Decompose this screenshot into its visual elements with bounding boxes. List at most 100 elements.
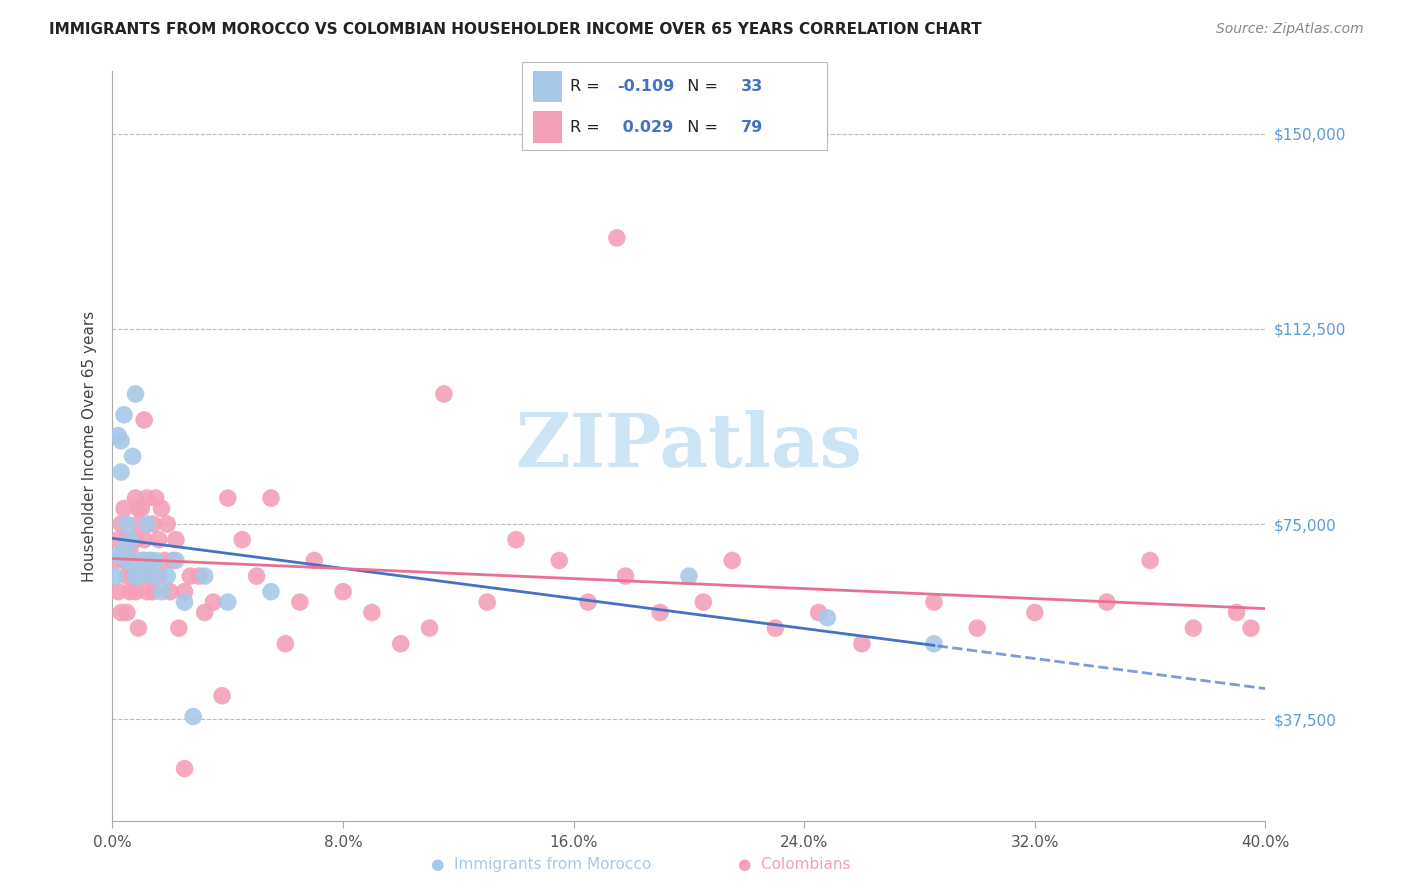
- Point: [127, 517, 149, 532]
- Point: [614, 569, 637, 583]
- Point: [1226, 606, 1249, 620]
- Point: [115, 606, 138, 620]
- Text: ●  Immigrants from Morocco: ● Immigrants from Morocco: [432, 857, 651, 872]
- Point: [150, 501, 173, 516]
- Point: [121, 569, 143, 583]
- Point: [217, 595, 239, 609]
- Point: [389, 637, 412, 651]
- Y-axis label: Householder Income Over 65 years: Householder Income Over 65 years: [82, 310, 97, 582]
- Point: [107, 533, 129, 547]
- Text: ●  Colombians: ● Colombians: [738, 857, 851, 872]
- Point: [433, 387, 456, 401]
- Point: [162, 553, 184, 567]
- FancyBboxPatch shape: [522, 62, 827, 150]
- Point: [194, 569, 217, 583]
- Point: [505, 533, 527, 547]
- Point: [332, 584, 354, 599]
- Point: [127, 569, 149, 583]
- Point: [107, 428, 129, 442]
- Point: [124, 491, 146, 505]
- Point: [118, 543, 141, 558]
- Point: [118, 584, 141, 599]
- Point: [134, 413, 156, 427]
- Point: [194, 606, 217, 620]
- Point: [246, 569, 269, 583]
- Point: [576, 595, 599, 609]
- Point: [173, 762, 195, 776]
- Text: R =: R =: [571, 120, 605, 135]
- Point: [134, 553, 156, 567]
- Point: [650, 606, 672, 620]
- Point: [922, 595, 945, 609]
- Text: IMMIGRANTS FROM MOROCCO VS COLOMBIAN HOUSEHOLDER INCOME OVER 65 YEARS CORRELATIO: IMMIGRANTS FROM MOROCCO VS COLOMBIAN HOU…: [49, 22, 981, 37]
- Point: [1182, 621, 1205, 635]
- Point: [136, 517, 159, 532]
- Point: [1240, 621, 1263, 635]
- Point: [475, 595, 499, 609]
- Point: [145, 491, 167, 505]
- Text: Source: ZipAtlas.com: Source: ZipAtlas.com: [1216, 22, 1364, 37]
- Point: [142, 569, 165, 583]
- Point: [606, 231, 628, 245]
- Point: [104, 553, 127, 567]
- Point: [692, 595, 714, 609]
- Point: [127, 501, 149, 516]
- Point: [721, 553, 744, 567]
- Point: [231, 533, 253, 547]
- Point: [121, 533, 143, 547]
- Point: [851, 637, 873, 651]
- FancyBboxPatch shape: [533, 112, 562, 143]
- Point: [110, 465, 132, 479]
- Point: [1095, 595, 1118, 609]
- Point: [115, 553, 138, 567]
- Point: [260, 491, 283, 505]
- Point: [1139, 553, 1161, 567]
- Point: [124, 387, 146, 401]
- Point: [134, 533, 156, 547]
- Point: [1024, 606, 1046, 620]
- Point: [112, 408, 135, 422]
- Point: [112, 543, 135, 558]
- Point: [181, 709, 204, 723]
- Point: [118, 533, 141, 547]
- Text: N =: N =: [678, 78, 724, 94]
- Text: N =: N =: [678, 120, 724, 135]
- Point: [134, 553, 156, 567]
- Point: [129, 569, 153, 583]
- Point: [260, 584, 283, 599]
- Point: [188, 569, 211, 583]
- Point: [110, 434, 132, 448]
- Text: 79: 79: [741, 120, 763, 135]
- Point: [150, 584, 173, 599]
- Point: [815, 611, 838, 625]
- Point: [142, 517, 165, 532]
- Point: [118, 553, 141, 567]
- Text: ZIPatlas: ZIPatlas: [516, 409, 862, 483]
- Point: [110, 517, 132, 532]
- FancyBboxPatch shape: [533, 70, 562, 102]
- Point: [217, 491, 239, 505]
- Point: [136, 491, 159, 505]
- Point: [121, 450, 143, 464]
- Point: [156, 569, 179, 583]
- Point: [110, 606, 132, 620]
- Point: [678, 569, 700, 583]
- Point: [304, 553, 326, 567]
- Point: [129, 553, 153, 567]
- Point: [124, 533, 146, 547]
- Point: [360, 606, 382, 620]
- Point: [115, 569, 138, 583]
- Point: [156, 517, 179, 532]
- Point: [165, 533, 187, 547]
- Point: [145, 553, 167, 567]
- Point: [153, 553, 176, 567]
- Point: [922, 637, 945, 651]
- Point: [167, 621, 190, 635]
- Point: [139, 553, 162, 567]
- Point: [121, 553, 143, 567]
- Point: [127, 621, 149, 635]
- Point: [124, 584, 146, 599]
- Point: [211, 689, 233, 703]
- Point: [107, 584, 129, 599]
- Point: [129, 501, 153, 516]
